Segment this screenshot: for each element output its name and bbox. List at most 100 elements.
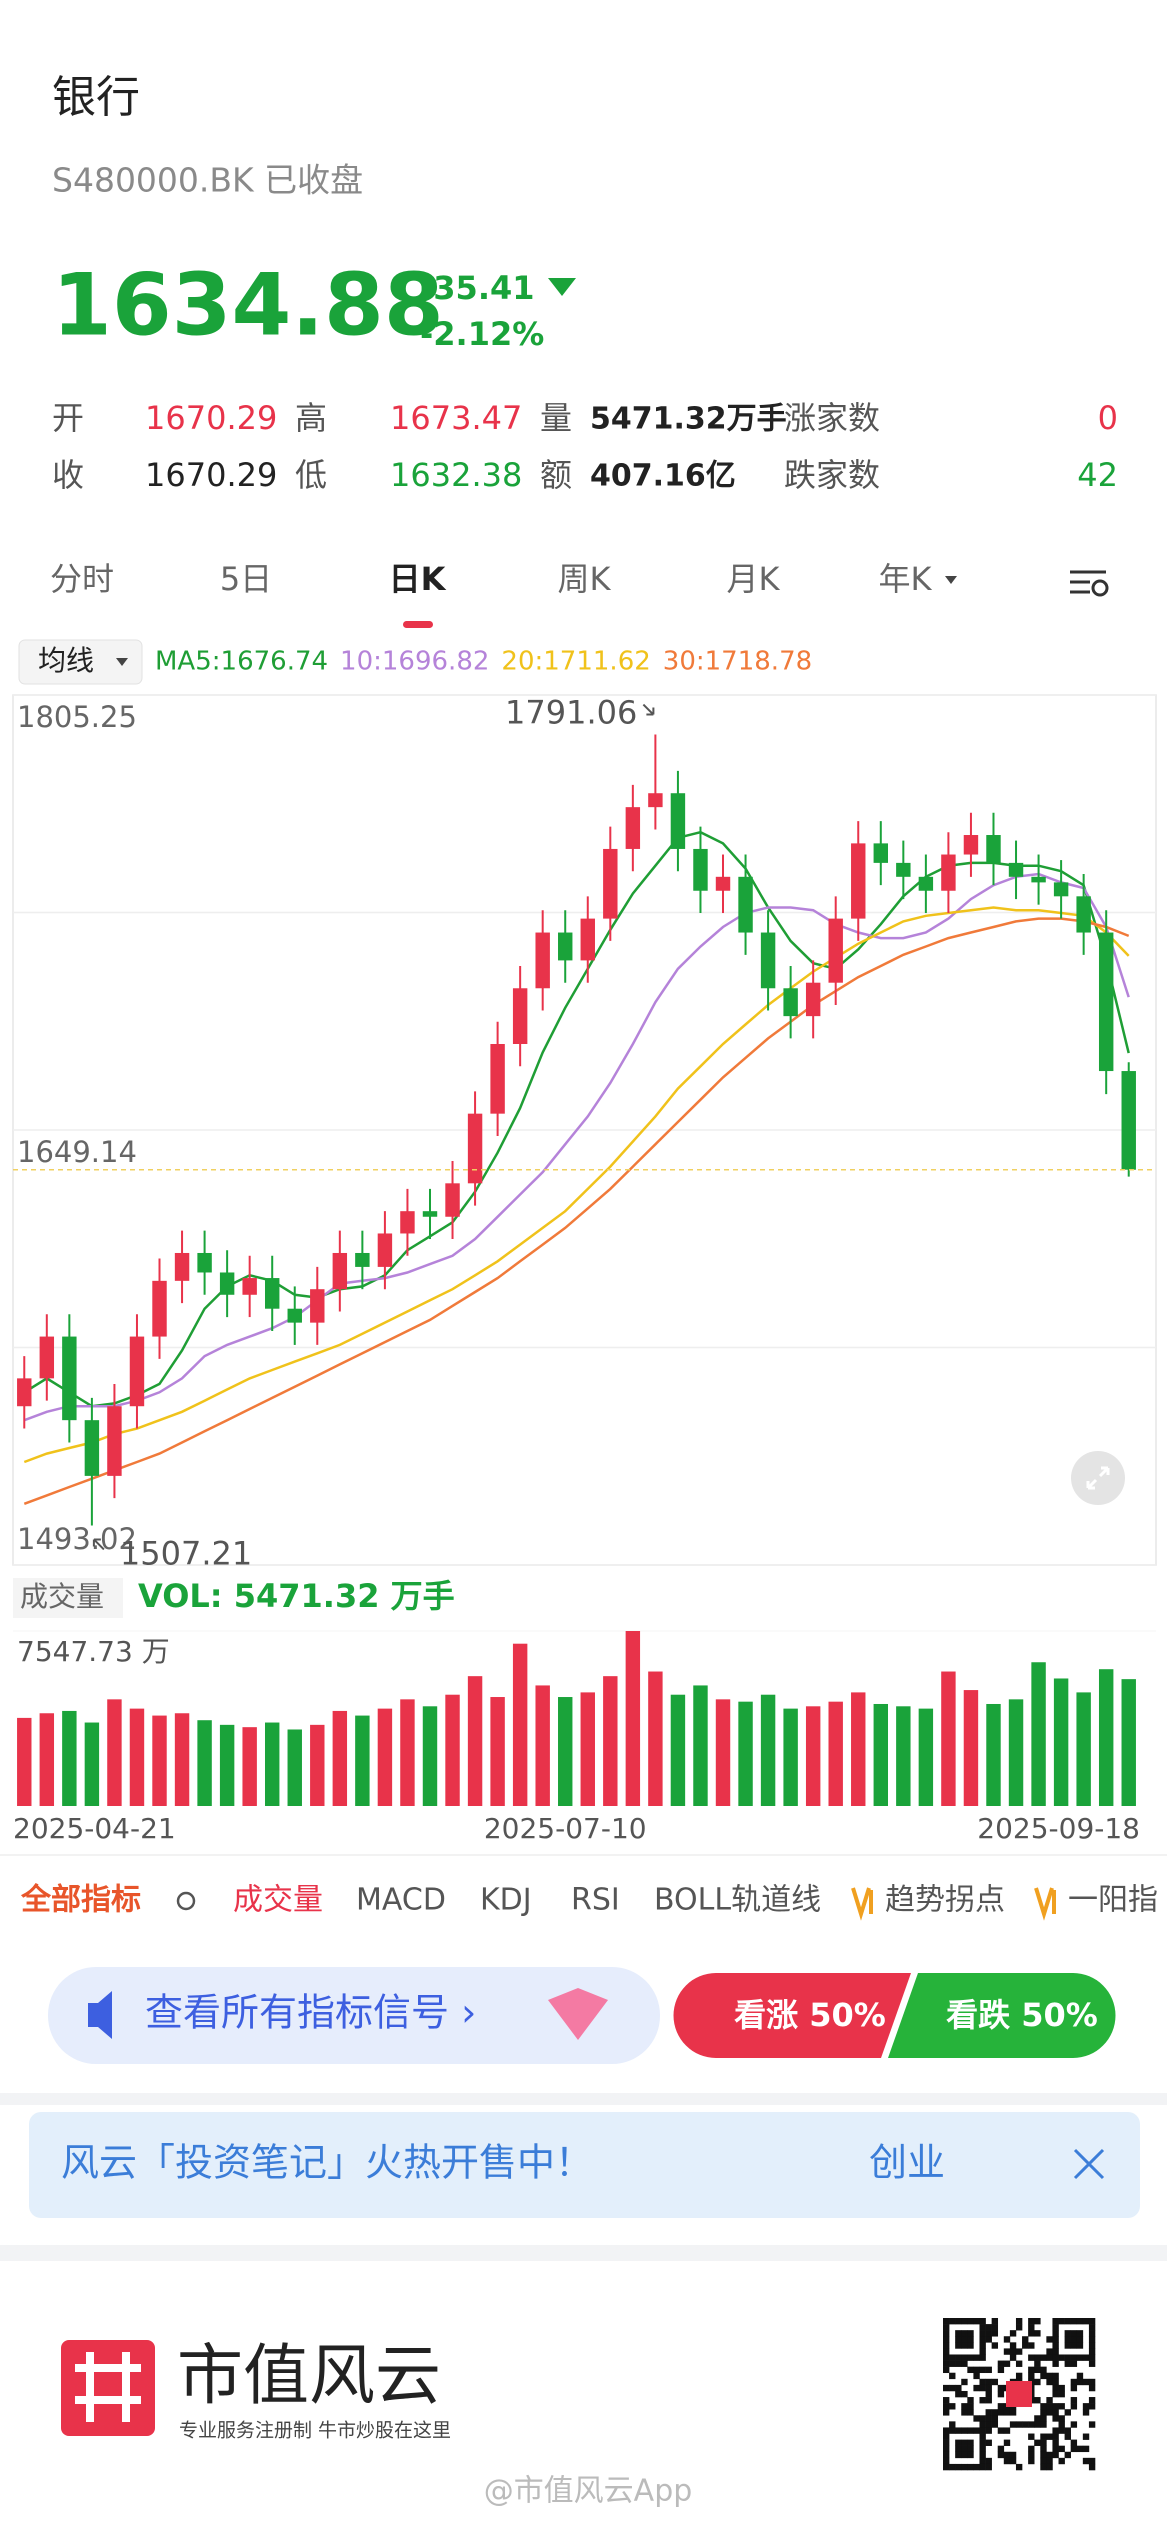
candle-body	[17, 1378, 32, 1407]
qr-cell	[991, 2318, 999, 2325]
qr-cell	[1028, 2421, 1035, 2428]
qr-cell	[949, 2421, 956, 2428]
qr-cell	[1052, 2360, 1059, 2367]
qr-cell	[997, 2427, 1005, 2434]
y-tick-label: 7547.73 万	[17, 1635, 170, 1668]
stat-label: 量	[540, 399, 572, 437]
vote-up-button[interactable]	[673, 1973, 912, 2058]
expand-button[interactable]	[1071, 1451, 1125, 1505]
qr-cell	[1028, 2457, 1035, 2465]
tab[interactable]: 年K	[879, 560, 933, 598]
qr-cell	[985, 2421, 992, 2428]
qr-cell	[979, 2330, 986, 2337]
qr-cell	[1070, 2378, 1078, 2386]
ma-button[interactable]	[18, 639, 143, 685]
volume-bar	[1031, 1662, 1046, 1806]
candle-body	[1098, 932, 1114, 1072]
qr-cell	[1082, 2409, 1090, 2416]
qr-cell	[997, 2360, 1005, 2367]
settings-icon[interactable]	[1070, 570, 1106, 594]
indicator-tab[interactable]: BOLL轨道线	[654, 1883, 821, 1918]
qr-cell	[1003, 2451, 1011, 2459]
qr-cell	[967, 2366, 974, 2374]
qr-cell	[1009, 2330, 1017, 2337]
candle-body	[174, 1252, 190, 1281]
qr-cell	[1064, 2330, 1071, 2337]
vote-down-button[interactable]	[888, 1973, 1116, 2058]
qr-cell	[1064, 2451, 1071, 2459]
volume-bar	[490, 1697, 505, 1806]
banner-scroll[interactable]: 创业	[869, 2141, 945, 2185]
qr-cell	[955, 2360, 962, 2367]
expand-icon	[1086, 1466, 1110, 1490]
tab[interactable]: 5日	[220, 560, 272, 598]
candle-body	[219, 1272, 235, 1295]
volume-bar	[760, 1694, 776, 1806]
qr-cell	[1009, 2457, 1017, 2465]
stat-label: 跌家数	[784, 456, 880, 494]
volume-bar	[310, 1724, 325, 1806]
tab[interactable]: 月K	[727, 560, 781, 598]
candle-body	[625, 807, 641, 849]
indicator-tab[interactable]: MACD	[356, 1883, 446, 1918]
indicator-tab[interactable]: 成交量	[233, 1883, 323, 1918]
qr-cell	[1009, 2409, 1017, 2416]
qr-cell	[979, 2451, 986, 2459]
qr-cell	[1009, 2354, 1017, 2361]
qr-cell	[1070, 2384, 1078, 2392]
qr-cell	[1076, 2445, 1084, 2453]
indicator-tab[interactable]: 趋势拐点	[885, 1883, 1005, 1918]
qr-cell	[1034, 2330, 1041, 2337]
qr-cell	[955, 2354, 962, 2361]
qr-cell	[961, 2330, 968, 2337]
candle-body	[873, 843, 889, 863]
qr-cell	[955, 2330, 962, 2337]
tab[interactable]: 周K	[558, 560, 612, 598]
qr-cell	[1028, 2445, 1035, 2453]
qr-cell	[955, 2451, 962, 2459]
qr-cell	[1028, 2451, 1035, 2459]
volume-bar	[693, 1685, 708, 1806]
indicator-tab[interactable]: RSI	[571, 1883, 620, 1918]
indicator-tab[interactable]: 一阳指	[1068, 1883, 1158, 1918]
qr-cell	[1003, 2336, 1011, 2343]
signal-button[interactable]	[48, 1967, 660, 2064]
qr-cell	[1082, 2318, 1090, 2325]
settings-icon	[1091, 579, 1109, 597]
qr-cell	[1009, 2342, 1017, 2349]
close-icon[interactable]	[1073, 2148, 1105, 2180]
qr-cell	[1064, 2318, 1071, 2325]
qr-cell	[1052, 2451, 1059, 2459]
ma-button-label[interactable]: 均线	[38, 644, 94, 677]
volume-bar	[558, 1697, 573, 1806]
qr-cell	[1064, 2427, 1071, 2434]
indicator-tab[interactable]: KDJ	[480, 1883, 532, 1918]
qr-cell	[967, 2354, 974, 2361]
qr-cell	[961, 2354, 968, 2361]
vote-up-label[interactable]: 看涨 50%	[734, 1996, 886, 2034]
tab[interactable]: 日K	[389, 560, 447, 598]
qr-cell	[1028, 2366, 1035, 2374]
qr-cell	[979, 2336, 986, 2343]
candle-body	[580, 918, 595, 961]
stat-label: 开	[52, 399, 84, 437]
qr-cell	[1015, 2372, 1023, 2380]
vote-down-label[interactable]: 看跌 50%	[946, 1996, 1098, 2034]
tab[interactable]: 分时	[50, 560, 114, 598]
volume-bar	[625, 1631, 641, 1806]
banner-text[interactable]: 风云「投资笔记」火热开售中！	[61, 2141, 593, 2185]
qr-cell	[1046, 2451, 1053, 2459]
indicator-tab[interactable]: 全部指标	[20, 1883, 141, 1918]
volume-bar	[828, 1701, 843, 1806]
banner[interactable]	[29, 2112, 1140, 2218]
qr-cell	[1088, 2360, 1096, 2367]
qr-cell	[1088, 2342, 1096, 2349]
qr-cell	[1088, 2330, 1096, 2337]
qr-code	[943, 2318, 1096, 2471]
qr-cell	[1070, 2330, 1078, 2337]
qr-cell	[1003, 2348, 1011, 2355]
qr-cell	[1034, 2421, 1041, 2428]
qr-cell	[1052, 2445, 1059, 2453]
signal-button-label[interactable]: 查看所有指标信号 ›	[145, 1991, 476, 2035]
qr-cell	[1088, 2397, 1096, 2404]
